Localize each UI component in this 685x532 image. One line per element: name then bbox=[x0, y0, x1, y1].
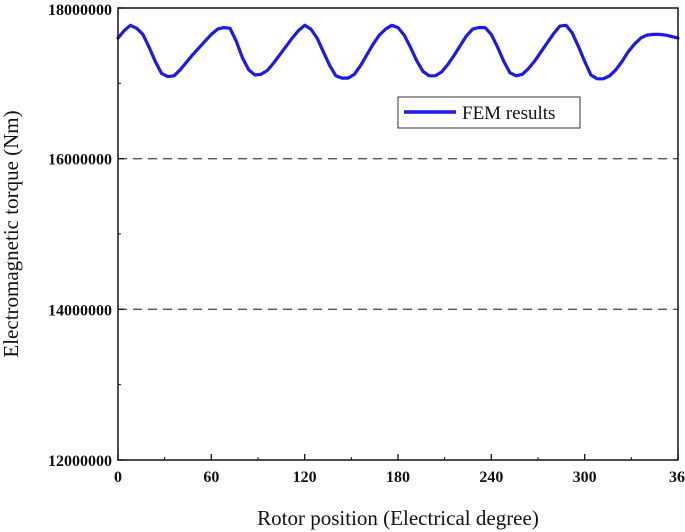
grid-lines bbox=[118, 158, 678, 310]
y-tick-label-1: 14000000 bbox=[48, 302, 112, 319]
legend: FEM results bbox=[397, 96, 581, 129]
plot-area bbox=[118, 8, 678, 460]
y-tick-label-3: 18000000 bbox=[48, 2, 112, 19]
y-tick-label-0: 12000000 bbox=[48, 453, 112, 470]
x-tick-label-5: 300 bbox=[573, 469, 597, 486]
y-tick-label-2: 16000000 bbox=[48, 152, 112, 169]
x-tick-label-0: 0 bbox=[114, 469, 122, 486]
series-layer bbox=[116, 23, 680, 81]
x-tick-label-6: 36 bbox=[669, 469, 685, 486]
series-line-fem-results bbox=[116, 23, 680, 81]
x-axis-ticks: 0 60 120 180 240 300 36 bbox=[114, 454, 685, 486]
y-axis-title: Electromagnetic torque (Nm) bbox=[0, 110, 23, 357]
y-axis-ticks: 12000000 14000000 16000000 18000000 bbox=[48, 2, 124, 470]
x-tick-label-2: 120 bbox=[293, 469, 317, 486]
x-axis-title: Rotor position (Electrical degree) bbox=[257, 506, 539, 530]
x-tick-label-1: 60 bbox=[203, 469, 219, 486]
legend-label: FEM results bbox=[462, 103, 555, 124]
x-tick-label-3: 180 bbox=[386, 469, 410, 486]
x-tick-label-4: 240 bbox=[479, 469, 503, 486]
